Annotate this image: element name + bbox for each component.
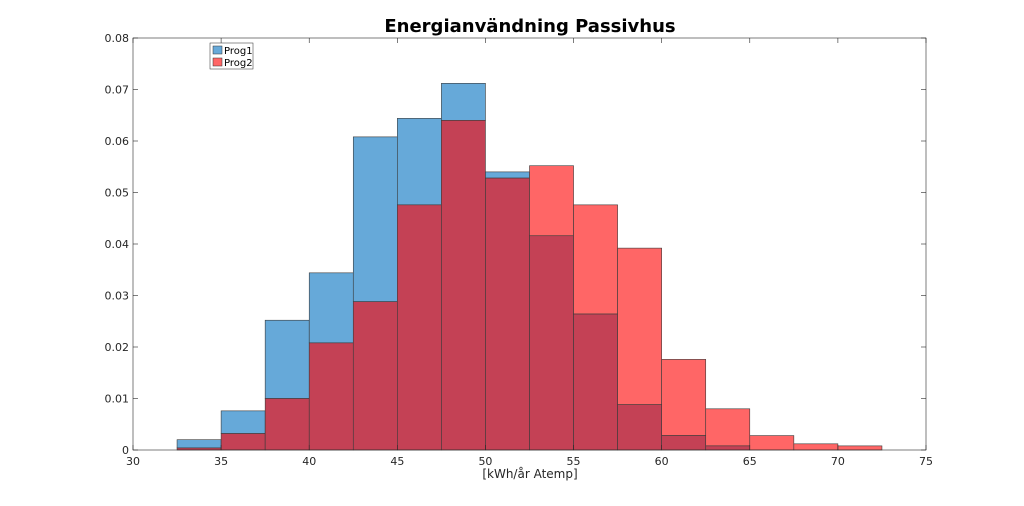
x-tick-label: 70 — [831, 455, 845, 468]
bar-overlap — [441, 120, 486, 451]
bar-prog2 — [793, 443, 839, 451]
legend-swatch-prog1 — [212, 45, 223, 55]
x-tick-label: 60 — [655, 455, 669, 468]
bar-overlap — [529, 235, 574, 451]
y-tick-label: 0.03 — [105, 290, 130, 303]
y-tick-label: 0.04 — [105, 238, 130, 251]
x-tick-label: 75 — [919, 455, 933, 468]
y-tick-label: 0.05 — [105, 187, 130, 200]
bar-overlap — [176, 447, 222, 451]
bar-prog1 — [441, 83, 486, 121]
x-tick-label: 40 — [302, 455, 316, 468]
bar-prog2 — [661, 359, 707, 436]
bar-overlap — [661, 435, 707, 451]
bar-prog1 — [264, 319, 310, 399]
legend-swatch-prog2 — [212, 57, 223, 67]
y-tick-label: 0 — [122, 444, 129, 457]
bar-overlap — [617, 404, 662, 451]
bars-layer — [176, 83, 883, 451]
bar-prog1 — [220, 410, 266, 434]
bar-overlap — [352, 301, 398, 451]
bar-overlap — [397, 204, 442, 451]
bar-overlap — [308, 342, 354, 451]
bar-prog2 — [617, 247, 662, 405]
bar-prog1 — [176, 439, 222, 449]
x-tick-label: 45 — [390, 455, 404, 468]
bar-prog2 — [749, 435, 795, 451]
x-tick-label: 35 — [214, 455, 228, 468]
bar-overlap — [220, 433, 266, 451]
x-tick-labels: 30 35 40 45 50 55 60 65 70 75 — [126, 455, 933, 468]
bar-prog2 — [529, 165, 574, 237]
y-tick-label: 0.01 — [105, 393, 130, 406]
bar-prog1 — [308, 272, 354, 344]
chart-title: Energianvändning Passivhus — [384, 16, 675, 37]
y-tick-labels: 0 0.01 0.02 0.03 0.04 0.05 0.06 0.07 0.08 — [105, 32, 130, 457]
bar-overlap — [705, 445, 751, 451]
y-tick-label: 0.08 — [105, 32, 130, 45]
x-tick-label: 55 — [567, 455, 581, 468]
bar-prog1 — [485, 171, 530, 179]
legend-label-prog2: Prog2 — [224, 58, 253, 69]
y-tick-label: 0.02 — [105, 341, 130, 354]
legend-label-prog1: Prog1 — [224, 46, 253, 57]
legend: Prog1 Prog2 — [209, 42, 254, 70]
bar-prog2 — [573, 204, 618, 315]
y-tick-label: 0.06 — [105, 135, 130, 148]
x-tick-label: 50 — [478, 455, 492, 468]
bar-prog2 — [837, 445, 883, 451]
bar-overlap — [264, 398, 310, 451]
ticks-layer — [132, 37, 927, 451]
x-axis-label: [kWh/år Atemp] — [482, 467, 577, 481]
x-tick-label: 65 — [743, 455, 757, 468]
y-tick-label: 0.07 — [105, 84, 130, 97]
x-tick-label: 30 — [126, 455, 140, 468]
bar-prog1 — [352, 136, 398, 302]
bar-prog2 — [705, 408, 751, 447]
bar-prog1 — [397, 118, 442, 206]
bar-overlap — [573, 313, 618, 451]
bar-overlap — [485, 177, 530, 451]
